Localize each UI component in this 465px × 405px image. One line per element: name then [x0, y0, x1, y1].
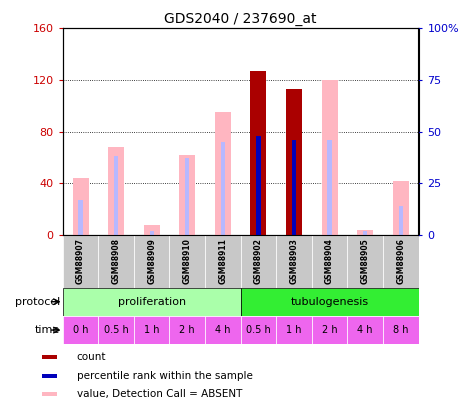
Bar — [347, 235, 383, 288]
Bar — [144, 224, 159, 235]
Bar — [134, 235, 169, 288]
Bar — [99, 235, 134, 288]
Text: 1 h: 1 h — [144, 325, 159, 335]
Text: GSM88908: GSM88908 — [112, 238, 120, 284]
Bar — [399, 206, 403, 235]
Bar — [347, 316, 383, 344]
Text: value, Detection Call = ABSENT: value, Detection Call = ABSENT — [77, 389, 242, 399]
Text: 0.5 h: 0.5 h — [246, 325, 271, 335]
Bar — [169, 235, 205, 288]
Bar — [286, 89, 302, 235]
Text: 8 h: 8 h — [393, 325, 408, 335]
Bar — [79, 200, 83, 235]
Text: protocol: protocol — [15, 297, 60, 307]
Bar — [363, 231, 367, 235]
Bar — [63, 316, 99, 344]
Text: GSM88910: GSM88910 — [183, 238, 192, 284]
Bar — [42, 374, 57, 377]
Bar — [108, 147, 124, 235]
Text: 1 h: 1 h — [286, 325, 302, 335]
Text: 0.5 h: 0.5 h — [104, 325, 128, 335]
Text: GSM88905: GSM88905 — [361, 239, 370, 284]
Text: GSM88902: GSM88902 — [254, 238, 263, 284]
Bar — [221, 142, 225, 235]
Text: time: time — [35, 325, 60, 335]
Text: 2 h: 2 h — [322, 325, 338, 335]
Text: 4 h: 4 h — [215, 325, 231, 335]
Text: GSM88906: GSM88906 — [396, 238, 405, 284]
Title: GDS2040 / 237690_at: GDS2040 / 237690_at — [165, 12, 317, 26]
Bar — [205, 235, 241, 288]
Bar — [312, 235, 347, 288]
Bar — [185, 158, 189, 235]
Bar — [251, 71, 266, 235]
Bar — [276, 235, 312, 288]
Bar — [42, 356, 57, 359]
Text: GSM88909: GSM88909 — [147, 238, 156, 284]
Text: 0 h: 0 h — [73, 325, 88, 335]
Text: GSM88903: GSM88903 — [290, 238, 299, 284]
Text: GSM88911: GSM88911 — [219, 238, 227, 284]
Bar — [150, 231, 154, 235]
Bar — [99, 316, 134, 344]
Bar — [73, 178, 88, 235]
Text: proliferation: proliferation — [118, 297, 186, 307]
Text: GSM88904: GSM88904 — [325, 238, 334, 284]
Text: 2 h: 2 h — [179, 325, 195, 335]
Bar — [393, 181, 409, 235]
Bar — [383, 316, 418, 344]
Bar — [383, 235, 418, 288]
Bar — [215, 112, 231, 235]
Bar — [256, 136, 260, 235]
Bar — [322, 80, 338, 235]
Bar — [63, 288, 241, 316]
Bar — [134, 316, 169, 344]
Bar — [241, 316, 276, 344]
Text: count: count — [77, 352, 106, 362]
Bar — [241, 288, 418, 316]
Text: tubulogenesis: tubulogenesis — [291, 297, 369, 307]
Bar — [327, 140, 332, 235]
Bar — [42, 392, 57, 396]
Text: GSM88907: GSM88907 — [76, 238, 85, 284]
Bar — [312, 316, 347, 344]
Bar — [357, 230, 373, 235]
Bar — [276, 316, 312, 344]
Bar — [241, 235, 276, 288]
Text: 4 h: 4 h — [358, 325, 373, 335]
Bar — [205, 316, 241, 344]
Bar — [179, 155, 195, 235]
Bar — [169, 316, 205, 344]
Text: percentile rank within the sample: percentile rank within the sample — [77, 371, 252, 381]
Bar — [114, 156, 118, 235]
Bar — [292, 140, 296, 235]
Bar — [63, 235, 99, 288]
